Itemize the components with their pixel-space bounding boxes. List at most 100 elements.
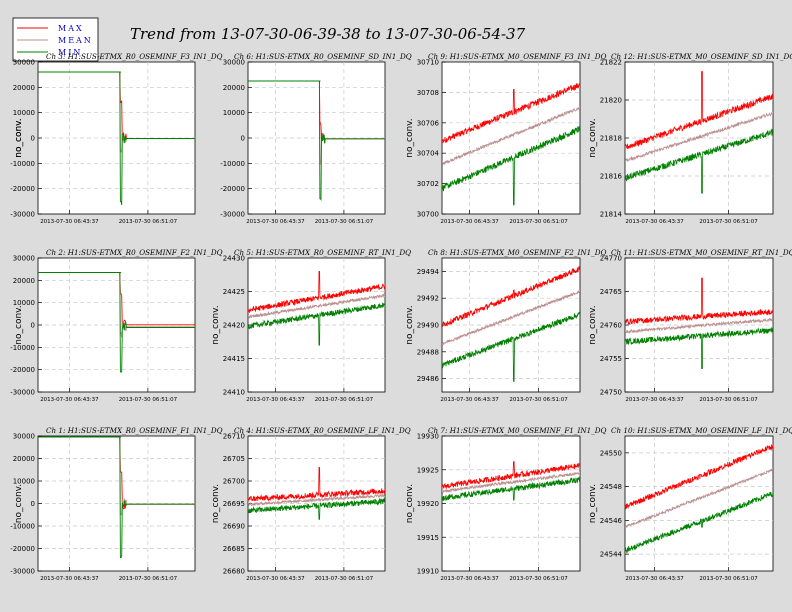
y-tick-label: 19920 [417,500,439,508]
x-tick-label: 2013-07-30 06:51:07 [699,576,758,582]
y-tick-label: 10000 [13,478,35,486]
y-tick-label: 24420 [223,322,245,330]
y-tick-label: 21814 [600,211,623,219]
y-tick-label: 24765 [600,288,622,296]
y-tick-label: 26710 [223,433,245,441]
legend-label-mean: MEAN [58,36,93,45]
y-tick-label: 0 [31,500,35,508]
x-tick-label: 2013-07-30 06:43:37 [440,397,499,403]
y-tick-label: 26695 [223,500,245,508]
y-tick-label: -20000 [220,185,245,193]
chart-panel: Ch 9: H1:SUS-ETMX_M0_OSEMINF_F3_IN1_DQ30… [405,52,607,225]
y-tick-label: 30000 [13,59,35,67]
y-axis-label: no_conv. [14,118,24,157]
y-tick-label: 29490 [417,322,439,330]
y-tick-label: 24430 [223,255,245,263]
channel-label: Ch 12: H1:SUS-ETMX_M0_OSEMINF_SD_IN1_DQ [611,52,792,61]
channel-label: Ch 7: H1:SUS-ETMX_M0_OSEMINF_F1_IN1_DQ [428,426,607,435]
series-mean-line [442,471,580,495]
chart-panel: Ch 5: H1:SUS-ETMX_R0_OSEMINF_RT_IN1_DQ24… [211,248,411,403]
x-tick-label: 2013-07-30 06:43:37 [40,397,99,403]
x-tick-label: 2013-07-30 06:43:37 [246,576,305,582]
x-tick-label: 2013-07-30 06:43:37 [625,576,684,582]
y-tick-label: 29488 [417,348,439,356]
y-tick-label: 24425 [223,288,245,296]
x-tick-label: 2013-07-30 06:43:37 [246,397,305,403]
y-tick-label: 24770 [600,255,622,263]
channel-label: Ch 9: H1:SUS-ETMX_M0_OSEMINF_F3_IN1_DQ [428,52,607,61]
chart-panel: Ch 7: H1:SUS-ETMX_M0_OSEMINF_F1_IN1_DQ19… [405,426,607,582]
series-mean-line [442,107,580,165]
y-tick-label: 19925 [417,466,439,474]
y-tick-label: 24546 [600,517,623,525]
channel-label: Ch 5: H1:SUS-ETMX_R0_OSEMINF_RT_IN1_DQ [234,248,411,257]
y-tick-label: -10000 [220,160,245,168]
channel-label: Ch 6: H1:SUS-ETMX_R0_OSEMINF_SD_IN1_DQ [234,52,412,61]
channel-label: Ch 2: H1:SUS-ETMX_R0_OSEMINF_F2_IN1_DQ [46,248,223,257]
y-tick-label: 24750 [600,389,622,397]
y-tick-label: 24410 [223,389,245,397]
y-tick-label: 24760 [600,322,622,330]
x-tick-label: 2013-07-30 06:51:07 [119,397,178,403]
y-tick-label: -10000 [10,523,35,531]
series-max-line [442,266,580,328]
x-tick-label: 2013-07-30 06:51:07 [509,576,568,582]
x-tick-label: 2013-07-30 06:43:37 [440,219,499,225]
y-tick-label: 0 [31,135,35,143]
y-tick-label: 10000 [223,109,245,117]
x-tick-label: 2013-07-30 06:43:37 [246,219,305,225]
y-tick-label: -20000 [10,366,35,374]
y-tick-label: 30708 [417,89,439,97]
chart-panel: Ch 4: H1:SUS-ETMX_R0_OSEMINF_LF_IN1_DQ26… [211,426,411,582]
chart-panel: Ch 10: H1:SUS-ETMX_M0_OSEMINF_LF_IN1_DQ 2… [588,426,792,582]
y-tick-label: -20000 [10,185,35,193]
y-tick-label: 21816 [600,173,623,181]
chart-panels: Ch 3: H1:SUS-ETMX_R0_OSEMINF_F3_IN1_DQ -3… [10,52,792,582]
series-mean-line [625,111,773,163]
y-tick-label: 30710 [417,59,439,67]
y-tick-label: -10000 [10,160,35,168]
y-tick-label: 19930 [417,433,439,441]
y-tick-label: 19910 [417,568,439,576]
y-tick-label: 30000 [13,255,35,263]
series-max-line [625,443,773,510]
y-tick-label: 24544 [600,551,623,559]
y-tick-label: 30702 [417,180,439,188]
y-axis-label: no_conv. [14,484,24,523]
series-min-line [442,476,580,501]
series-min-line [625,128,773,194]
y-axis-label: no_conv. [405,305,415,344]
chart-panel: Ch 6: H1:SUS-ETMX_R0_OSEMINF_SD_IN1_DQ -3… [14,52,412,225]
channel-label: Ch 10: H1:SUS-ETMX_M0_OSEMINF_LF_IN1_DQ [611,426,792,435]
series-min-line [442,311,580,382]
y-tick-label: -30000 [10,568,35,576]
x-tick-label: 2013-07-30 06:43:37 [625,219,684,225]
x-tick-label: 2013-07-30 06:51:07 [699,397,758,403]
y-tick-label: 24755 [600,355,622,363]
y-tick-label: 20000 [13,455,35,463]
channel-label: Ch 11: H1:SUS-ETMX_M0_OSEMINF_RT_IN1_DQ [611,248,792,257]
series-max-line [248,270,385,314]
y-tick-label: 10000 [13,109,35,117]
chart-panel: Ch 12: H1:SUS-ETMX_M0_OSEMINF_SD_IN1_DQ 2… [588,52,792,225]
legend-label-min: MIN [58,48,82,57]
plot-area [247,257,386,393]
x-tick-label: 2013-07-30 06:43:37 [440,576,499,582]
series-min-line [248,302,385,346]
figure-title: Trend from 13-07-30-06-39-38 to 13-07-30… [130,25,526,43]
x-tick-label: 2013-07-30 06:51:07 [119,576,178,582]
y-axis-label: no_conv. [405,484,415,523]
x-tick-label: 2013-07-30 06:43:37 [625,397,684,403]
y-tick-label: 20000 [223,84,245,92]
y-tick-label: 26705 [223,455,245,463]
x-tick-label: 2013-07-30 06:51:07 [315,397,374,403]
chart-panel: Ch 3: H1:SUS-ETMX_R0_OSEMINF_F3_IN1_DQ -3… [10,52,222,225]
y-tick-label: 0 [241,135,245,143]
x-tick-label: 2013-07-30 06:51:07 [509,397,568,403]
y-axis-label: no_conv. [14,118,24,157]
chart-panel: Ch 11: H1:SUS-ETMX_M0_OSEMINF_RT_IN1_DQ2… [588,248,792,403]
y-tick-label: -10000 [10,344,35,352]
series-max-line [248,467,385,502]
x-tick-label: 2013-07-30 06:43:37 [40,576,99,582]
